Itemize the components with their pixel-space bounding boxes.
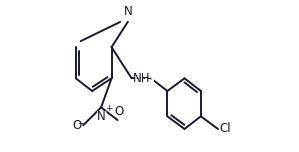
Text: −: − bbox=[77, 117, 86, 127]
Text: Cl: Cl bbox=[219, 123, 231, 135]
Text: N: N bbox=[122, 4, 134, 18]
Text: O: O bbox=[73, 119, 82, 132]
Text: −: − bbox=[77, 118, 84, 127]
Text: Cl: Cl bbox=[219, 122, 234, 136]
Text: +: + bbox=[105, 104, 112, 113]
Text: N: N bbox=[97, 110, 106, 123]
Text: O: O bbox=[70, 118, 82, 132]
Text: N: N bbox=[95, 110, 107, 124]
Text: O: O bbox=[114, 105, 123, 118]
Text: +: + bbox=[105, 103, 113, 113]
Text: NH: NH bbox=[133, 71, 156, 85]
Text: NH: NH bbox=[133, 72, 150, 85]
Text: N: N bbox=[123, 5, 132, 18]
Text: O: O bbox=[113, 104, 125, 118]
